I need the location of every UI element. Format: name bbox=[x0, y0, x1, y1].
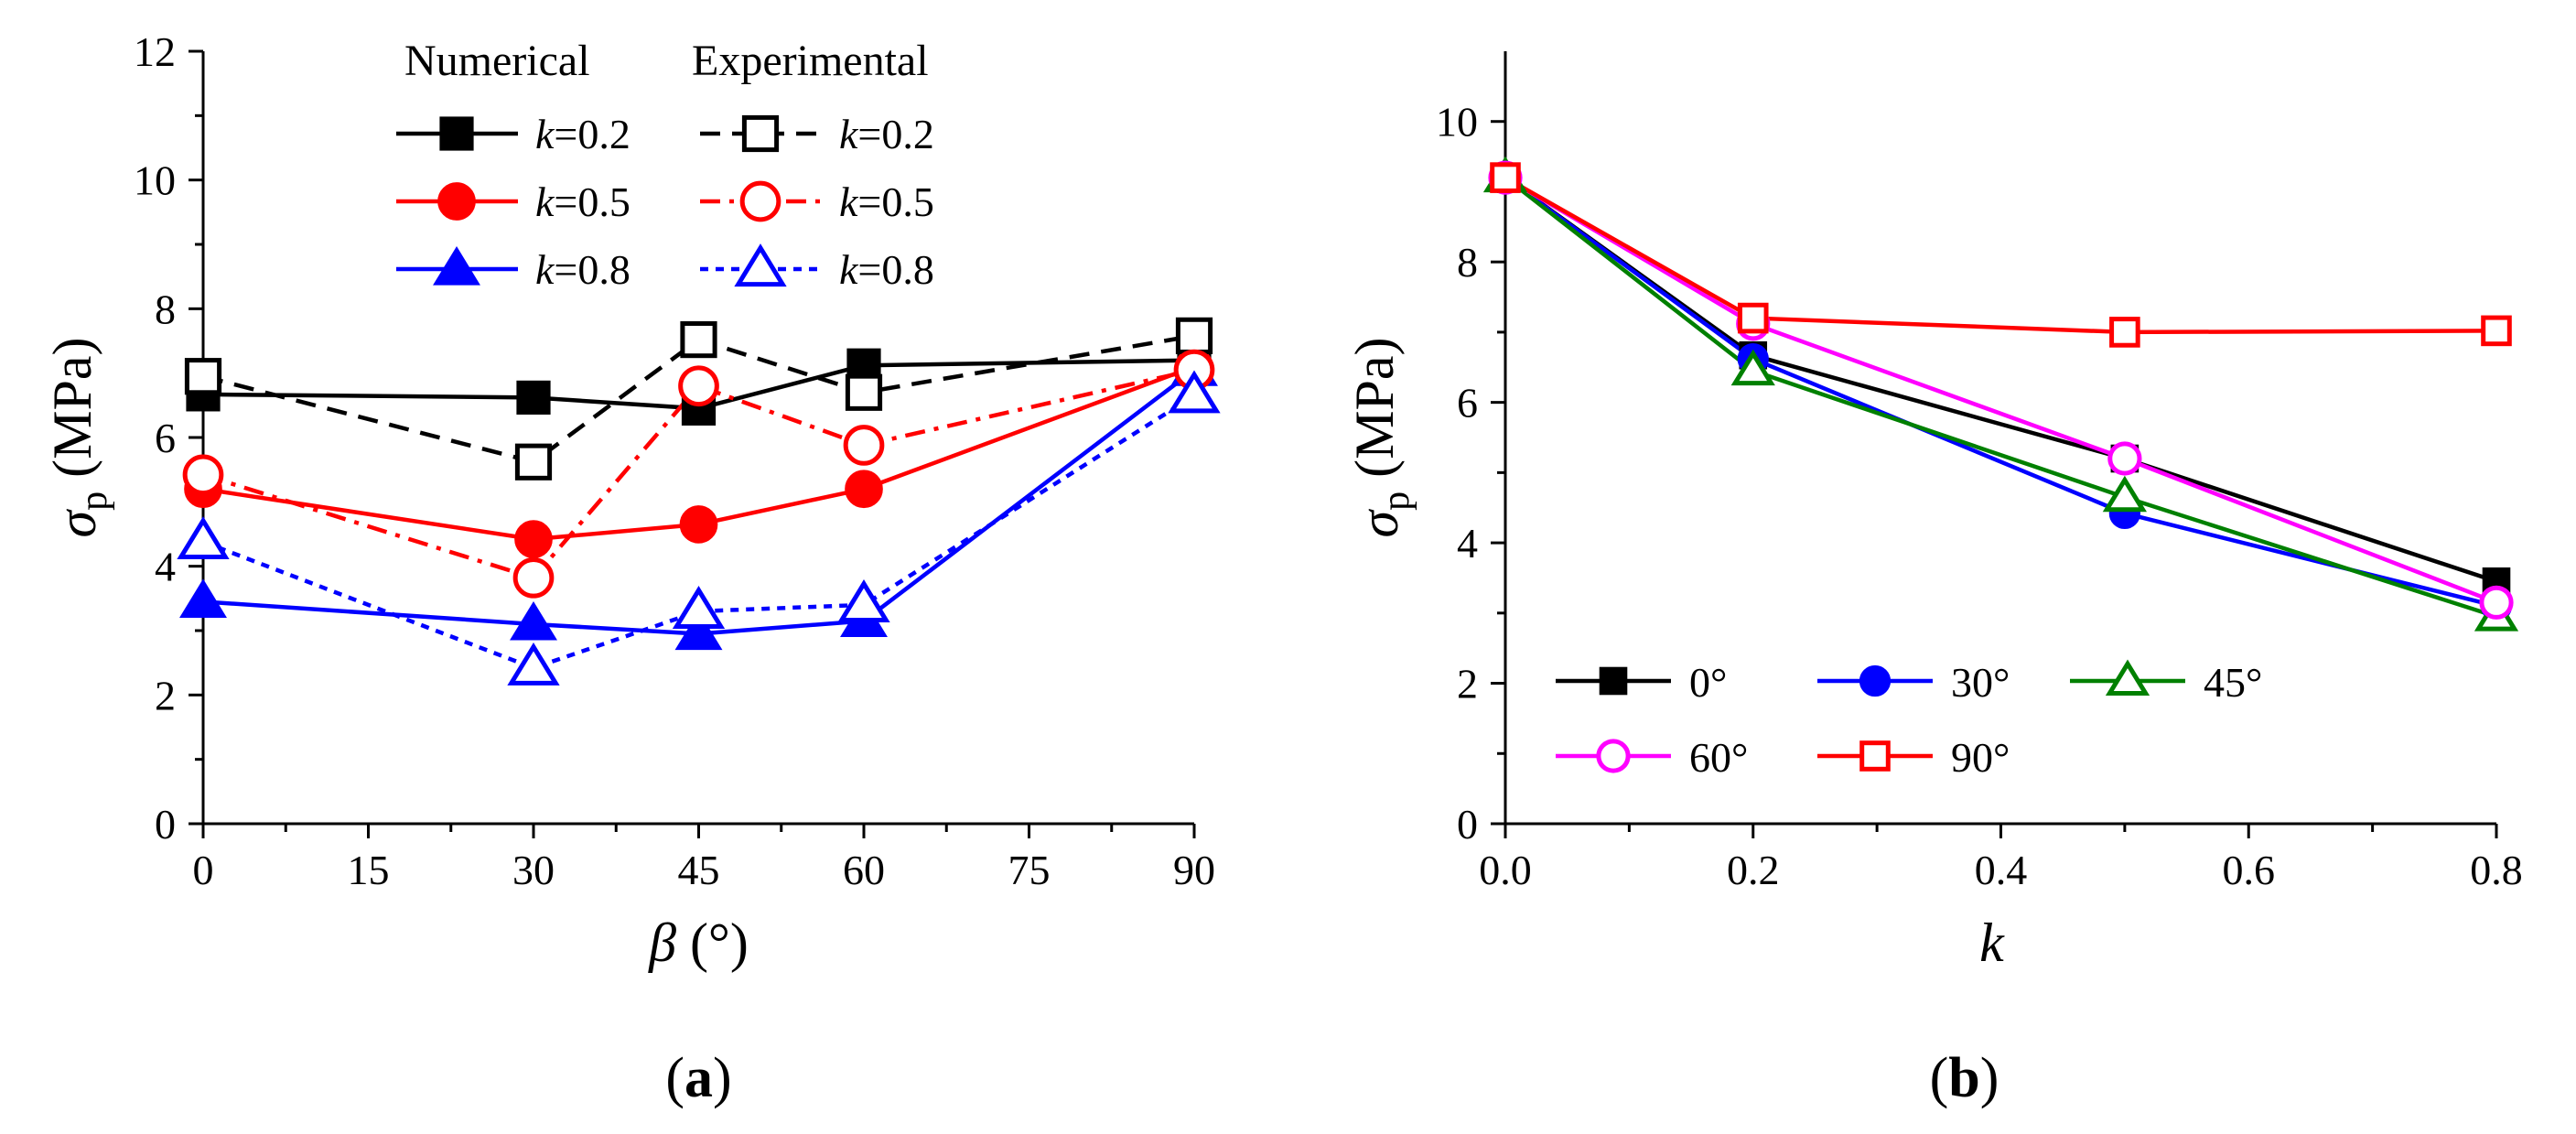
data-point bbox=[843, 425, 885, 466]
x-tick-label: 60 bbox=[843, 847, 885, 893]
data-point bbox=[2481, 315, 2512, 347]
x-tick-label: 0.4 bbox=[1975, 847, 2028, 893]
legend-label: k=0.2 bbox=[839, 111, 934, 157]
data-point bbox=[1490, 162, 1521, 193]
panel-label: (b) bbox=[1930, 1047, 1999, 1109]
y-tick-label: 2 bbox=[155, 672, 176, 718]
y-axis-title: σp (MPa) bbox=[1344, 338, 1417, 538]
x-axis-title: β (°) bbox=[648, 913, 749, 973]
legend-label: 0° bbox=[1689, 659, 1727, 706]
series-line bbox=[1504, 176, 2497, 609]
legend-marker bbox=[741, 114, 780, 153]
panel-a-chart: 0 15 30 45 60 75 90 0 2 4 6 8 10 12 β (°) σp (MPa) (a) Nu… bbox=[42, 28, 1221, 1109]
legend-label: k=0.5 bbox=[535, 178, 631, 225]
data-point bbox=[1730, 349, 1775, 386]
y-tick-label: 4 bbox=[1457, 520, 1478, 567]
y-tick-label: 12 bbox=[134, 28, 176, 75]
data-point bbox=[2109, 317, 2140, 348]
data-point bbox=[837, 579, 890, 622]
data-point bbox=[507, 642, 560, 686]
series-line bbox=[1504, 176, 2497, 619]
y-tick-label: 10 bbox=[1436, 99, 1478, 146]
y-tick-label: 6 bbox=[1457, 380, 1478, 427]
y-tick-label: 8 bbox=[155, 286, 176, 332]
series-line bbox=[202, 367, 1195, 580]
x-tick-label: 0.2 bbox=[1727, 847, 1780, 893]
data-point bbox=[184, 358, 222, 395]
y-tick-label: 0 bbox=[1457, 801, 1478, 848]
data-point bbox=[516, 380, 551, 415]
x-tick-label: 0 bbox=[193, 847, 214, 893]
legend-label: 90° bbox=[1951, 734, 2010, 781]
legend-label: k=0.8 bbox=[839, 246, 934, 293]
data-point bbox=[2107, 441, 2142, 476]
panel-label: (a) bbox=[665, 1047, 731, 1109]
x-tick-label: 15 bbox=[348, 847, 390, 893]
series-line bbox=[1504, 176, 2497, 584]
data-point bbox=[845, 470, 883, 509]
legend-header-numerical: Numerical bbox=[404, 37, 590, 85]
legend-marker bbox=[439, 116, 474, 151]
x-tick-label: 30 bbox=[512, 847, 555, 893]
data-point bbox=[177, 516, 230, 560]
panel-b-chart: 0.0 0.2 0.4 0.6 0.8 0 2 4 6 8 10 k σp (MPa) (b) 0° 30° 4… bbox=[1344, 51, 2523, 1109]
data-point bbox=[680, 320, 717, 359]
x-axis-title: k bbox=[1979, 913, 2005, 973]
data-point bbox=[674, 610, 723, 651]
data-point bbox=[514, 443, 553, 481]
legend-label: 30° bbox=[1951, 659, 2010, 706]
legend-marker bbox=[1859, 740, 1891, 772]
y-tick-label: 10 bbox=[134, 157, 176, 204]
data-point bbox=[1175, 317, 1213, 354]
data-point bbox=[1168, 370, 1221, 414]
legend-marker bbox=[437, 182, 476, 221]
legend-marker bbox=[739, 180, 781, 222]
data-point bbox=[679, 505, 718, 544]
legend-marker bbox=[1596, 739, 1631, 773]
x-tick-label: 0.6 bbox=[2223, 847, 2276, 893]
y-tick-label: 8 bbox=[1457, 239, 1478, 286]
x-tick-label: 0.0 bbox=[1479, 847, 1532, 893]
legend-marker bbox=[1599, 666, 1628, 696]
data-point bbox=[510, 601, 557, 641]
legend-label: k=0.5 bbox=[839, 178, 934, 225]
y-tick-label: 2 bbox=[1457, 661, 1478, 707]
legend-marker bbox=[433, 246, 480, 286]
data-point bbox=[1737, 302, 1769, 334]
legend-header-experimental: Experimental bbox=[692, 37, 929, 85]
y-tick-label: 6 bbox=[155, 415, 176, 461]
data-point bbox=[845, 373, 883, 411]
data-point bbox=[2102, 475, 2147, 513]
data-point bbox=[514, 520, 553, 558]
legend-label: 45° bbox=[2204, 659, 2262, 706]
legend-marker bbox=[2105, 659, 2150, 696]
legend-marker bbox=[734, 243, 787, 287]
x-tick-label: 90 bbox=[1173, 847, 1215, 893]
x-tick-label: 75 bbox=[1008, 847, 1051, 893]
legend-label: k=0.2 bbox=[535, 111, 631, 157]
legend-marker bbox=[1859, 664, 1892, 697]
data-point bbox=[678, 365, 719, 407]
series-line bbox=[202, 394, 1196, 671]
data-point bbox=[179, 578, 227, 618]
x-tick-label: 0.8 bbox=[2470, 847, 2523, 893]
x-tick-label: 45 bbox=[678, 847, 720, 893]
data-point bbox=[512, 556, 555, 599]
series-line bbox=[1504, 176, 2497, 605]
data-point bbox=[672, 586, 726, 629]
legend-label: k=0.8 bbox=[535, 246, 631, 293]
data-point bbox=[182, 454, 224, 496]
series-line bbox=[1504, 176, 2497, 335]
y-tick-label: 0 bbox=[155, 801, 176, 848]
data-point bbox=[2479, 585, 2514, 620]
legend-label: 60° bbox=[1689, 734, 1748, 781]
y-axis-title: σp (MPa) bbox=[42, 338, 115, 538]
y-tick-label: 4 bbox=[155, 544, 176, 590]
